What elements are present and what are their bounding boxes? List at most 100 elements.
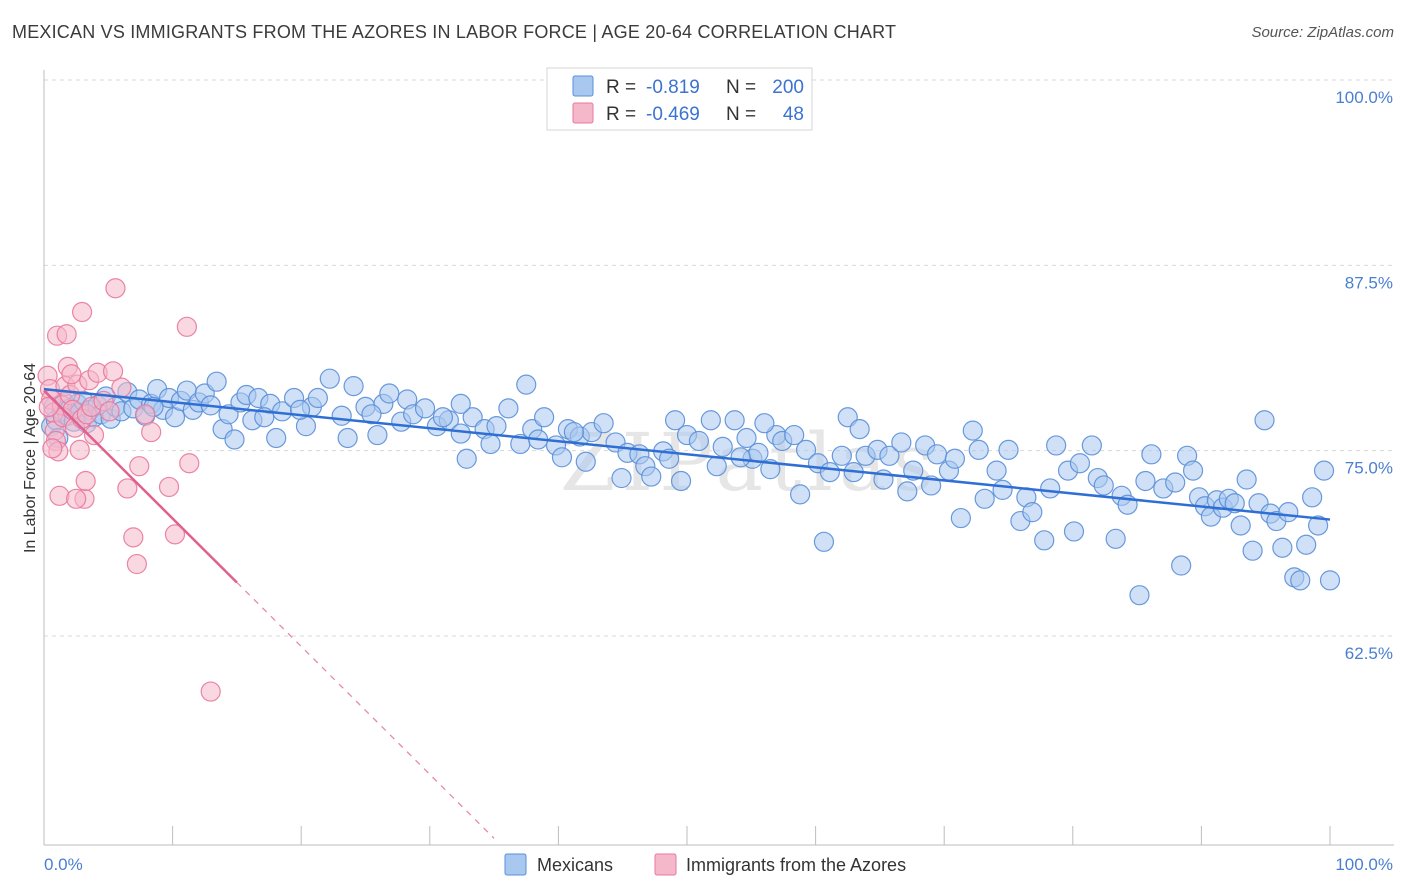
source-label: Source: ZipAtlas.com xyxy=(1251,24,1394,41)
mexicans-point xyxy=(992,479,1013,501)
mexicans-point xyxy=(1069,453,1091,474)
y-tick-label: 87.5% xyxy=(1345,273,1393,292)
mexicans-point xyxy=(1313,460,1335,481)
mexicans-point xyxy=(1135,470,1156,492)
mexicans-point xyxy=(664,410,686,431)
mexicans-point xyxy=(748,442,769,463)
mexicans-trend-line xyxy=(43,387,1331,521)
mexicans-point xyxy=(1182,460,1204,481)
mexicans-point xyxy=(534,407,555,428)
azores-point xyxy=(49,485,70,506)
mexicans-point xyxy=(891,432,912,453)
mexicans-point xyxy=(1093,475,1114,496)
legend-r-value-2: -0.469 xyxy=(646,104,700,125)
azores-point xyxy=(105,278,126,299)
mexicans-point xyxy=(926,444,948,465)
mexicans-point xyxy=(849,419,870,440)
mexicans-point xyxy=(1278,502,1299,523)
legend-r-value-1: -0.819 xyxy=(646,77,700,98)
trend-lines xyxy=(43,387,1331,839)
azores-point xyxy=(56,324,77,345)
y-tick-label: 62.5% xyxy=(1345,644,1393,663)
mexicans-point xyxy=(1022,502,1043,523)
mexicans-point xyxy=(754,413,775,434)
mexicans-point xyxy=(593,413,614,434)
x-tick-label-max: 100.0% xyxy=(1335,855,1393,874)
y-axis-label: In Labor Force | Age 20-64 xyxy=(22,363,39,553)
mexicans-point xyxy=(319,368,340,389)
legend-n-label-2: N = xyxy=(726,104,756,125)
azores-point xyxy=(72,301,93,323)
mexicans-point xyxy=(414,398,436,419)
mexicans-point xyxy=(1272,537,1293,558)
mexicans-point xyxy=(486,416,507,437)
mexicans-point xyxy=(903,460,924,481)
bottom-legend-label-mexicans: Mexicans xyxy=(537,855,613,875)
mexicans-point xyxy=(784,424,805,446)
mexicans-point xyxy=(432,407,453,428)
x-tick-marks xyxy=(43,826,1331,845)
mexicans-point xyxy=(700,410,721,431)
azores-point xyxy=(83,424,105,446)
mexicans-point xyxy=(736,427,757,449)
azores-point xyxy=(99,401,120,422)
top-legend: R = -0.819 N = 200 R = -0.469 N = 48 xyxy=(546,67,813,131)
mexicans-point xyxy=(1319,570,1341,591)
mexicans-point xyxy=(1165,472,1186,493)
mexicans-point xyxy=(1242,540,1263,561)
azores-point xyxy=(126,553,147,575)
mexicans-point xyxy=(1224,493,1245,514)
legend-n-value-2: 48 xyxy=(783,104,804,125)
legend-swatch-pink xyxy=(572,102,594,124)
legend-r-label-1: R = xyxy=(606,77,636,98)
azores-point xyxy=(129,456,150,477)
azores-trend-extension xyxy=(236,582,495,839)
mexicans-point xyxy=(450,423,471,444)
azores-point xyxy=(164,524,186,545)
mexicans-point xyxy=(1141,444,1162,465)
mexicans-point xyxy=(641,466,662,487)
mexicans-point xyxy=(1129,585,1150,606)
mexicans-point xyxy=(551,447,573,468)
mexicans-point xyxy=(367,424,388,446)
legend-swatch-blue xyxy=(572,75,594,97)
mexicans-point xyxy=(998,439,1019,460)
mexicans-point xyxy=(1040,478,1061,499)
bottom-legend-swatch-azores xyxy=(654,853,677,876)
bottom-legend-label-azores: Immigrants from the Azores xyxy=(686,855,906,875)
mexicans-point xyxy=(1105,528,1126,549)
mexicans-point xyxy=(611,467,632,489)
mexicans-point xyxy=(1254,410,1275,431)
mexicans-point xyxy=(724,410,745,431)
mexicans-point xyxy=(1081,435,1102,456)
mexicans-point xyxy=(266,427,287,449)
bottom-legend: Mexicans Immigrants from the Azores xyxy=(504,853,906,876)
y-tick-label: 100.0% xyxy=(1335,88,1393,107)
azores-point xyxy=(102,361,124,382)
chart-title: MEXICAN VS IMMIGRANTS FROM THE AZORES IN… xyxy=(12,22,897,42)
mexicans-point xyxy=(879,445,900,466)
y-tick-label: 75.0% xyxy=(1345,459,1393,478)
mexicans-point xyxy=(831,445,852,466)
azores-point xyxy=(69,439,90,460)
mexicans-point xyxy=(331,405,352,426)
azores-point xyxy=(42,438,63,459)
mexicans-point xyxy=(790,484,811,505)
bottom-legend-swatch-mexicans xyxy=(504,853,527,876)
legend-r-label-2: R = xyxy=(606,104,636,125)
mexicans-point xyxy=(944,448,966,469)
mexicans-point xyxy=(456,448,477,469)
mexicans-point xyxy=(730,447,751,468)
mexicans-point xyxy=(361,404,382,425)
mexicans-point xyxy=(819,462,840,483)
mexicans-point xyxy=(1236,469,1257,490)
mexicans-point xyxy=(206,371,227,392)
mexicans-point xyxy=(450,393,471,415)
mexicans-point xyxy=(670,470,692,492)
azores-point xyxy=(141,421,162,443)
azores-point xyxy=(158,476,180,498)
mexicans-point xyxy=(950,507,971,529)
azores-point xyxy=(38,396,59,417)
azores-point xyxy=(135,404,156,425)
